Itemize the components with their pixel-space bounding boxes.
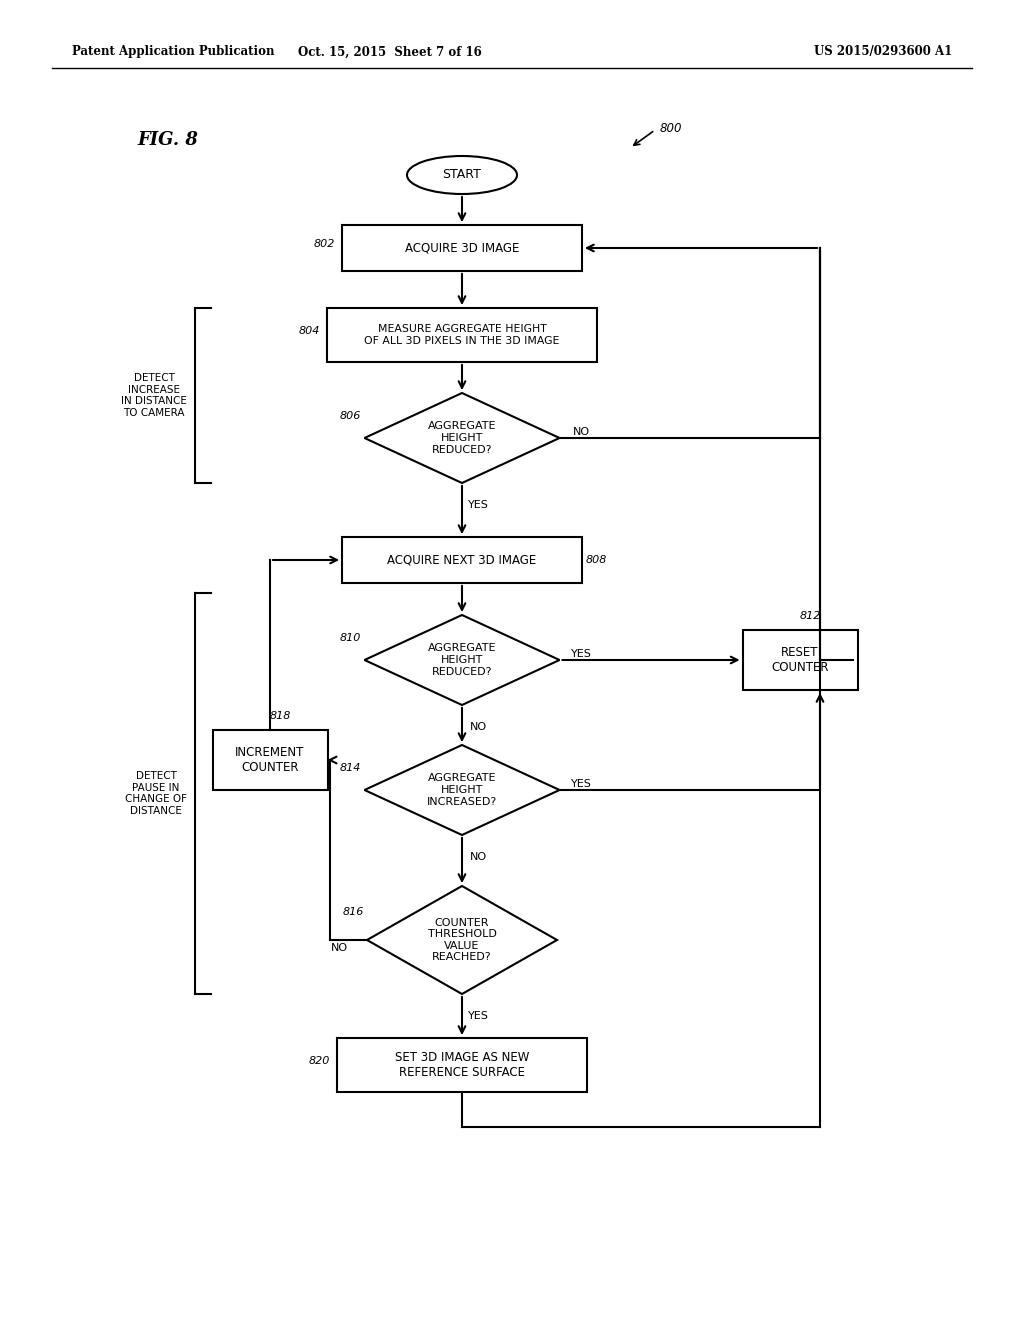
Bar bbox=[327, 308, 597, 362]
Text: MEASURE AGGREGATE HEIGHT
OF ALL 3D PIXELS IN THE 3D IMAGE: MEASURE AGGREGATE HEIGHT OF ALL 3D PIXEL… bbox=[365, 325, 560, 346]
Text: FIG. 8: FIG. 8 bbox=[137, 131, 199, 149]
Ellipse shape bbox=[407, 156, 517, 194]
Bar bbox=[342, 224, 582, 271]
Polygon shape bbox=[367, 886, 557, 994]
Polygon shape bbox=[365, 615, 559, 705]
Text: SET 3D IMAGE AS NEW
REFERENCE SURFACE: SET 3D IMAGE AS NEW REFERENCE SURFACE bbox=[395, 1051, 529, 1078]
Text: NO: NO bbox=[331, 942, 347, 953]
Text: Oct. 15, 2015  Sheet 7 of 16: Oct. 15, 2015 Sheet 7 of 16 bbox=[298, 45, 482, 58]
Polygon shape bbox=[365, 744, 559, 836]
Text: 818: 818 bbox=[269, 711, 291, 721]
Text: AGGREGATE
HEIGHT
INCREASED?: AGGREGATE HEIGHT INCREASED? bbox=[427, 774, 497, 807]
Bar bbox=[213, 730, 328, 789]
Text: 808: 808 bbox=[586, 554, 606, 565]
Text: 820: 820 bbox=[308, 1056, 330, 1067]
Text: AGGREGATE
HEIGHT
REDUCED?: AGGREGATE HEIGHT REDUCED? bbox=[428, 421, 497, 454]
Text: NO: NO bbox=[469, 722, 486, 733]
Text: 814: 814 bbox=[340, 763, 361, 774]
Text: 802: 802 bbox=[313, 239, 335, 249]
Text: YES: YES bbox=[571, 779, 592, 789]
Text: AGGREGATE
HEIGHT
REDUCED?: AGGREGATE HEIGHT REDUCED? bbox=[428, 643, 497, 677]
Text: Patent Application Publication: Patent Application Publication bbox=[72, 45, 274, 58]
Bar bbox=[742, 630, 857, 690]
Text: 804: 804 bbox=[298, 326, 319, 337]
Text: YES: YES bbox=[468, 500, 488, 510]
Polygon shape bbox=[365, 393, 559, 483]
Bar bbox=[337, 1038, 587, 1092]
Text: 800: 800 bbox=[660, 121, 683, 135]
Text: US 2015/0293600 A1: US 2015/0293600 A1 bbox=[814, 45, 952, 58]
Text: YES: YES bbox=[468, 1011, 488, 1020]
Text: RESET
COUNTER: RESET COUNTER bbox=[771, 645, 828, 675]
Text: YES: YES bbox=[571, 649, 592, 659]
Text: 816: 816 bbox=[342, 907, 364, 917]
Text: 812: 812 bbox=[800, 611, 820, 620]
Text: START: START bbox=[442, 169, 481, 181]
Text: COUNTER
THRESHOLD
VALUE
REACHED?: COUNTER THRESHOLD VALUE REACHED? bbox=[428, 917, 497, 962]
Text: INCREMENT
COUNTER: INCREMENT COUNTER bbox=[236, 746, 305, 774]
Text: 806: 806 bbox=[340, 411, 361, 421]
Text: 810: 810 bbox=[340, 634, 361, 643]
Text: ACQUIRE 3D IMAGE: ACQUIRE 3D IMAGE bbox=[404, 242, 519, 255]
Text: NO: NO bbox=[469, 851, 486, 862]
Text: ACQUIRE NEXT 3D IMAGE: ACQUIRE NEXT 3D IMAGE bbox=[387, 553, 537, 566]
Bar bbox=[342, 537, 582, 583]
Text: DETECT
INCREASE
IN DISTANCE
TO CAMERA: DETECT INCREASE IN DISTANCE TO CAMERA bbox=[121, 374, 187, 418]
Text: DETECT
PAUSE IN
CHANGE OF
DISTANCE: DETECT PAUSE IN CHANGE OF DISTANCE bbox=[125, 771, 187, 816]
Text: NO: NO bbox=[573, 426, 590, 437]
